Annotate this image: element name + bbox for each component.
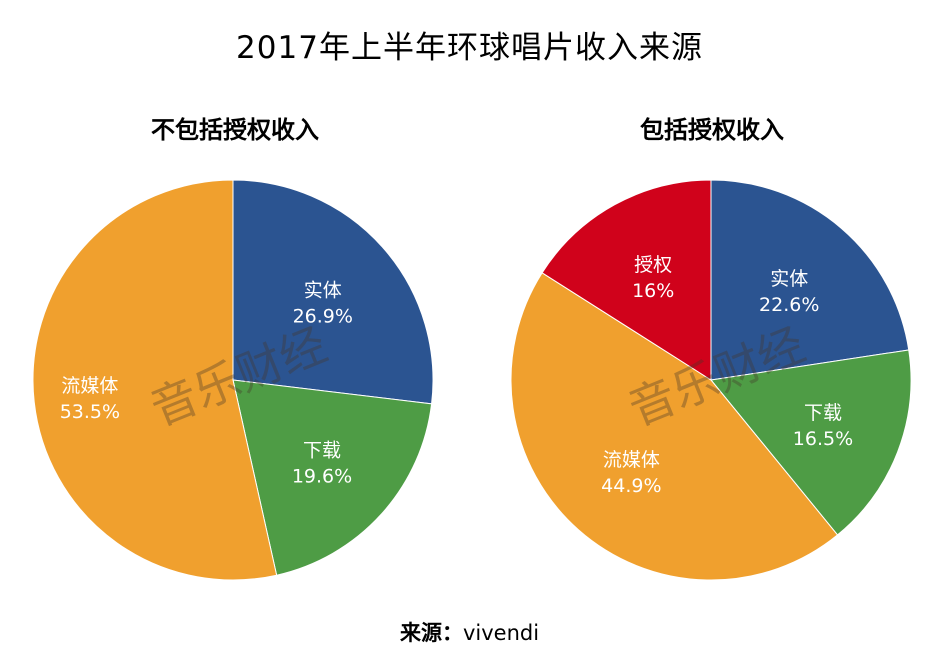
- pie-right-title: 包括授权收入: [640, 116, 784, 144]
- pie-1-slice-0-value: 22.6%: [759, 294, 819, 316]
- pie-0-slice-0-value: 26.9%: [293, 305, 353, 327]
- pie-0-slice-2: [32, 179, 278, 581]
- source-label: 来源：: [399, 621, 463, 645]
- pie-1-slice-3-label: 授权: [634, 254, 672, 276]
- pie-1-slice-1-label: 下载: [804, 402, 842, 424]
- pie-0-slice-1-value: 19.6%: [292, 465, 352, 487]
- pie-0-slice-1-label: 下载: [303, 439, 341, 461]
- pie-1-slice-1-value: 16.5%: [793, 428, 853, 450]
- pie-1-slice-2: [510, 272, 839, 581]
- pie-left: 实体 26.9% 下载 19.6% 流媒体 53.5%: [32, 179, 434, 581]
- pie-0-slice-0: [232, 179, 434, 405]
- pie-left-title: 不包括授权收入: [151, 116, 319, 144]
- pie-1-slice-0: [710, 179, 910, 381]
- pie-0-slice-2-label: 流媒体: [61, 375, 118, 397]
- pie-0-slice-1: [232, 379, 433, 576]
- pie-0-slice-2-value: 53.5%: [60, 401, 120, 423]
- pie-1-slice-0-label: 实体: [770, 268, 808, 290]
- pie-right: 实体 22.6% 下载 16.5% 流媒体 44.9% 授权 16%: [510, 179, 912, 581]
- source-note: 来源：vivendi: [0, 617, 939, 647]
- pie-1-slice-3-value: 16%: [632, 280, 674, 302]
- pie-1-slice-3: [541, 179, 712, 381]
- pie-1-slice-2-label: 流媒体: [603, 449, 660, 471]
- pie-0-slice-0-label: 实体: [304, 279, 342, 301]
- pie-1-slice-2-value: 44.9%: [601, 475, 661, 497]
- source-value: vivendi: [462, 621, 540, 645]
- pie-1-slice-1: [710, 349, 912, 536]
- chart-main-title: 2017年上半年环球唱片收入来源: [236, 30, 703, 66]
